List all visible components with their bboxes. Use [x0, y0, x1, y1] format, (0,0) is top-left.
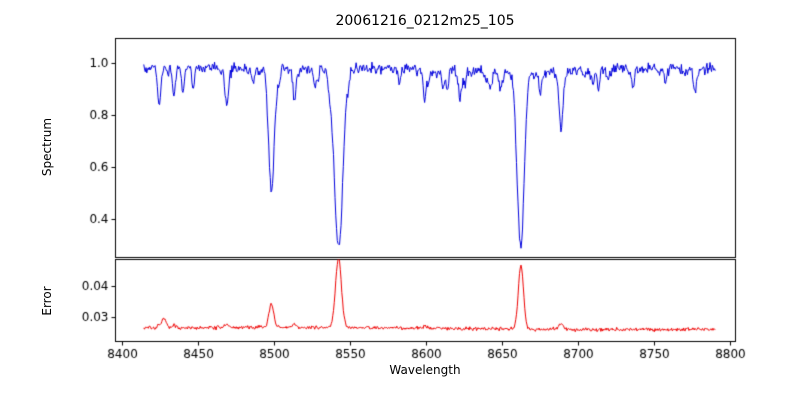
wavelength-axis-label: Wavelength — [389, 363, 461, 377]
chart-title: 20061216_0212m25_105 — [335, 13, 515, 29]
error-axis-label: Error — [40, 286, 54, 316]
spectrum-axis-label: Spectrum — [40, 117, 54, 177]
